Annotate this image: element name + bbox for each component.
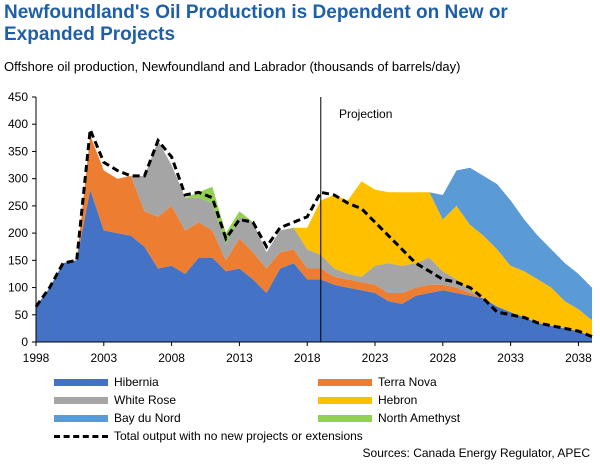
y-tick-label: 400 — [8, 117, 28, 131]
x-tick-label: 2018 — [294, 351, 321, 365]
y-tick-label: 250 — [8, 199, 28, 213]
legend-label-hibernia: Hibernia — [114, 375, 159, 389]
legend-label-north-amethyst: North Amethyst — [378, 411, 461, 425]
y-tick-label: 450 — [8, 90, 28, 104]
chart-subtitle: Offshore oil production, Newfoundland an… — [4, 59, 461, 74]
x-tick-label: 2038 — [565, 351, 592, 365]
legend-swatch-white-rose — [54, 396, 108, 404]
legend-swatch-total-output — [54, 434, 108, 438]
legend-swatch-hibernia — [54, 378, 108, 386]
x-tick-label: 2008 — [158, 351, 185, 365]
legend-item-hebron: Hebron — [318, 392, 417, 408]
y-tick-label: 0 — [21, 335, 28, 349]
y-tick-label: 100 — [8, 281, 28, 295]
legend-swatch-hebron — [318, 396, 372, 404]
legend-label-bay-du-nord: Bay du Nord — [114, 411, 181, 425]
area-hibernia — [36, 189, 592, 342]
reference-line-group — [34, 129, 593, 338]
x-tick-label: 2033 — [497, 351, 524, 365]
legend-label-hebron: Hebron — [378, 393, 418, 407]
x-tick-label: 2028 — [429, 351, 456, 365]
legend-swatch-terra-nova — [318, 378, 372, 386]
legend-swatch-north-amethyst — [318, 414, 372, 422]
y-tick-label: 350 — [8, 144, 28, 158]
axes: 0 50 100 150 200 250 300 350 400 450 1998 2003 2008 2… — [8, 90, 592, 365]
x-tick-label: 2003 — [90, 351, 117, 365]
legend-item-bay-du-nord: Bay du Nord — [54, 410, 181, 426]
area-white-rose — [36, 135, 592, 337]
chart-title: Newfoundland's Oil Production is Depende… — [4, 2, 508, 45]
projection-label: Projection — [339, 107, 392, 121]
chart-plot: 0 50 100 150 200 250 300 350 400 450 1998 2003 2008 2… — [8, 90, 593, 365]
x-tick-label: 2023 — [362, 351, 389, 365]
y-tick-label: 150 — [8, 253, 28, 267]
sources-note: Sources: Canada Energy Regulator, APEC — [362, 446, 590, 460]
legend-item-hibernia: Hibernia — [54, 374, 159, 390]
legend-item-north-amethyst: North Amethyst — [318, 410, 460, 426]
legend-item-terra-nova: Terra Nova — [318, 374, 437, 390]
area-terra-nova — [36, 135, 592, 337]
y-tick-label: 200 — [8, 226, 28, 240]
reference-line-total-output — [34, 129, 593, 338]
legend-item-white-rose: White Rose — [54, 392, 176, 408]
legend-label-white-rose: White Rose — [114, 393, 177, 407]
y-tick-label: 50 — [15, 308, 29, 322]
area-hebron — [36, 135, 592, 337]
legend-label-total-output: Total output with no new projects or ext… — [114, 429, 363, 443]
y-tick-label: 300 — [8, 172, 28, 186]
area-bay-du-nord — [36, 135, 592, 321]
legend: Hibernia Terra Nova White Rose Hebron Ba… — [0, 370, 600, 465]
x-tick-label: 2013 — [226, 351, 253, 365]
x-tick-label: 1998 — [23, 351, 50, 365]
stacked-areas — [36, 135, 592, 342]
legend-item-total-output: Total output with no new projects or ext… — [54, 428, 363, 444]
legend-swatch-bay-du-nord — [54, 414, 108, 422]
legend-label-terra-nova: Terra Nova — [378, 375, 437, 389]
